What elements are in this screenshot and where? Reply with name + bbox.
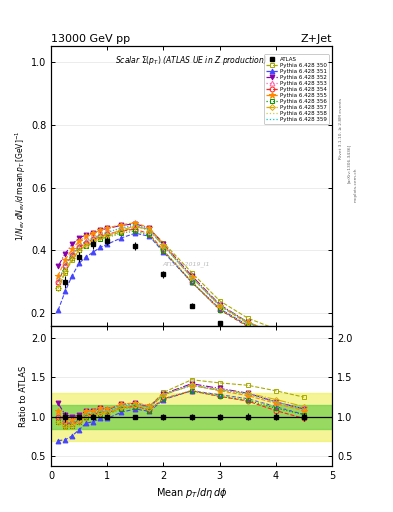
Text: [arXiv:1306.3436]: [arXiv:1306.3436] [347, 144, 351, 183]
Y-axis label: $1/N_{ev}\,dN_{ev}/d\,\mathrm{mean}\,p_T\,[\mathrm{GeV}]^{-1}$: $1/N_{ev}\,dN_{ev}/d\,\mathrm{mean}\,p_T… [14, 131, 28, 241]
Text: Z+Jet: Z+Jet [301, 34, 332, 44]
Legend: ATLAS, Pythia 6.428 350, Pythia 6.428 351, Pythia 6.428 352, Pythia 6.428 353, P: ATLAS, Pythia 6.428 350, Pythia 6.428 35… [264, 54, 329, 124]
Text: ATLAS_2019_I1: ATLAS_2019_I1 [162, 262, 210, 267]
Text: Rivet 3.1.10, ≥ 2.8M events: Rivet 3.1.10, ≥ 2.8M events [339, 97, 343, 159]
Text: Scalar $\Sigma(p_T)$ (ATLAS UE in Z production): Scalar $\Sigma(p_T)$ (ATLAS UE in Z prod… [116, 54, 268, 68]
X-axis label: Mean $p_T/d\eta\,d\phi$: Mean $p_T/d\eta\,d\phi$ [156, 486, 228, 500]
Text: mcplots.cern.ch: mcplots.cern.ch [354, 167, 358, 202]
Text: 13000 GeV pp: 13000 GeV pp [51, 34, 130, 44]
Y-axis label: Ratio to ATLAS: Ratio to ATLAS [19, 366, 28, 426]
